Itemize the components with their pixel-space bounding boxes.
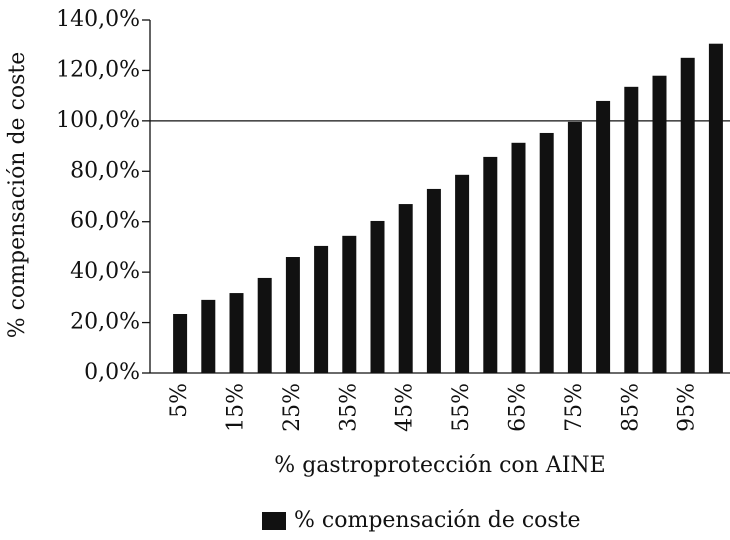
bar [539, 132, 554, 373]
y-axis-title: % compensación de coste [5, 52, 30, 339]
x-tick-label: 15% [224, 383, 249, 432]
bar [314, 245, 329, 373]
x-tick-label: 65% [506, 383, 531, 432]
bar [652, 75, 667, 373]
bar [596, 100, 611, 373]
bar [708, 43, 723, 374]
y-tick-label: 120,0% [56, 57, 140, 82]
bar [511, 142, 526, 373]
bar [285, 257, 300, 373]
y-tick-label: 100,0% [56, 108, 140, 133]
x-tick-label: 25% [280, 383, 305, 432]
legend-swatch [262, 512, 286, 530]
x-axis-title: % gastroprotección con AINE [274, 453, 605, 478]
y-tick-label: 40,0% [70, 259, 140, 284]
bar [426, 188, 441, 373]
x-tick-label: 35% [336, 383, 361, 432]
bar [342, 235, 357, 373]
x-tick-label: 75% [562, 383, 587, 432]
y-tick-label: 20,0% [70, 310, 140, 335]
bar [398, 204, 413, 373]
x-tick-label: 45% [393, 383, 418, 432]
bar [680, 57, 695, 373]
bar [455, 174, 470, 373]
y-tick-label: 140,0% [56, 7, 140, 32]
x-tick-label: 55% [449, 383, 474, 432]
bar [173, 313, 188, 373]
x-tick-label: 85% [618, 383, 643, 432]
x-tick-label: 95% [675, 383, 700, 432]
y-tick-label: 0,0% [84, 360, 140, 385]
bar [483, 156, 498, 373]
bar [624, 86, 639, 373]
bar [257, 277, 272, 373]
bar [567, 121, 582, 373]
x-tick-label: 5% [167, 383, 192, 418]
y-tick-label: 60,0% [70, 209, 140, 234]
legend-label: % compensación de coste [294, 508, 581, 533]
bar [229, 293, 244, 373]
bar [201, 299, 216, 373]
y-tick-label: 80,0% [70, 158, 140, 183]
bar [370, 220, 385, 373]
